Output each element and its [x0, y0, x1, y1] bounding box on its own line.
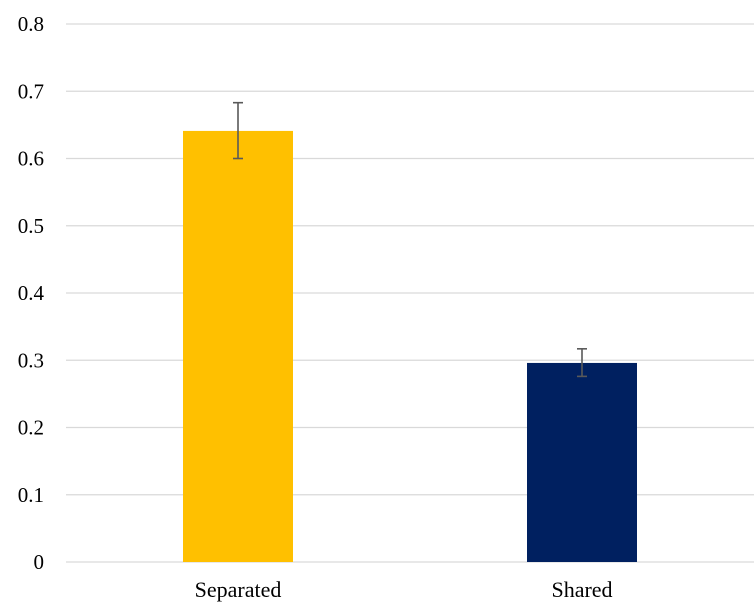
x-category-label-shared: Shared	[551, 577, 612, 602]
error-bar-separated	[233, 101, 243, 160]
error-bars	[233, 101, 587, 378]
error-bar-shared	[577, 348, 587, 378]
bars	[183, 130, 637, 563]
y-tick-label: 0.7	[18, 79, 44, 103]
y-tick-label: 0	[34, 550, 45, 574]
bar-shared	[527, 362, 637, 562]
x-category-label-separated: Separated	[195, 577, 282, 602]
bar-separated	[183, 130, 293, 563]
y-tick-label: 0.2	[18, 416, 44, 440]
y-tick-label: 0.6	[18, 147, 44, 171]
y-axis-tick-labels: 0 0.1 0.2 0.3 0.4 0.5 0.6 0.7 0.8	[18, 12, 45, 574]
y-tick-label: 0.8	[18, 12, 44, 36]
gridlines	[66, 23, 754, 563]
y-tick-label: 0.5	[18, 214, 44, 238]
y-tick-label: 0.4	[18, 281, 45, 305]
y-tick-label: 0.3	[18, 348, 44, 372]
y-tick-label: 0.1	[18, 483, 44, 507]
x-axis-category-labels: Separated Shared	[195, 577, 613, 602]
